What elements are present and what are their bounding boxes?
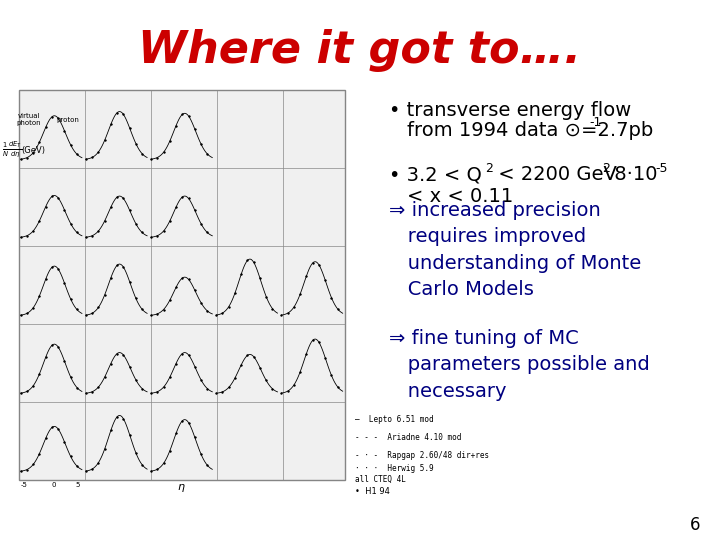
Text: from 1994 data ⊙=2.7pb: from 1994 data ⊙=2.7pb <box>407 120 653 139</box>
Text: 6: 6 <box>690 516 700 534</box>
Text: < 2200 GeV: < 2200 GeV <box>492 165 616 185</box>
Text: < x < 0.11: < x < 0.11 <box>407 187 513 206</box>
Text: • 3.2 < Q: • 3.2 < Q <box>389 165 482 185</box>
Text: (GeV): (GeV) <box>22 145 45 154</box>
Text: $\eta$: $\eta$ <box>177 482 186 494</box>
Text: 5: 5 <box>76 482 80 488</box>
Text: $\frac{1}{N}\frac{dE_T}{d\eta}$: $\frac{1}{N}\frac{dE_T}{d\eta}$ <box>1 140 22 160</box>
Text: 0: 0 <box>51 482 55 488</box>
Text: -5: -5 <box>20 482 27 488</box>
Text: 2: 2 <box>603 161 611 174</box>
Text: virtual
photon: virtual photon <box>17 113 41 126</box>
Text: • transverse energy flow: • transverse energy flow <box>389 100 631 119</box>
Text: - - -  Ariadne 4.10 mod: - - - Ariadne 4.10 mod <box>354 434 461 442</box>
Text: -1: -1 <box>590 116 602 129</box>
Text: 2: 2 <box>485 161 492 174</box>
Text: proton: proton <box>57 117 79 123</box>
Text: Where it got to….: Where it got to…. <box>138 29 581 71</box>
Text: -5: -5 <box>656 161 668 174</box>
Text: - · -  Rapgap 2.60/48 dir+res: - · - Rapgap 2.60/48 dir+res <box>354 451 489 461</box>
Text: •  H1 94: • H1 94 <box>354 488 390 496</box>
Text: ⇒ fine tuning of MC
   parameters possible and
   necessary: ⇒ fine tuning of MC parameters possible … <box>389 329 650 401</box>
Text: —  Lepto 6.51 mod: — Lepto 6.51 mod <box>354 415 433 424</box>
Text: · · ·  Herwig 5.9
all CTEQ 4L: · · · Herwig 5.9 all CTEQ 4L <box>354 464 433 484</box>
Text: ⇒ increased precision
   requires improved
   understanding of Monte
   Carlo Mo: ⇒ increased precision requires improved … <box>389 201 642 299</box>
FancyBboxPatch shape <box>19 90 345 480</box>
Text: 8·10: 8·10 <box>608 165 658 185</box>
